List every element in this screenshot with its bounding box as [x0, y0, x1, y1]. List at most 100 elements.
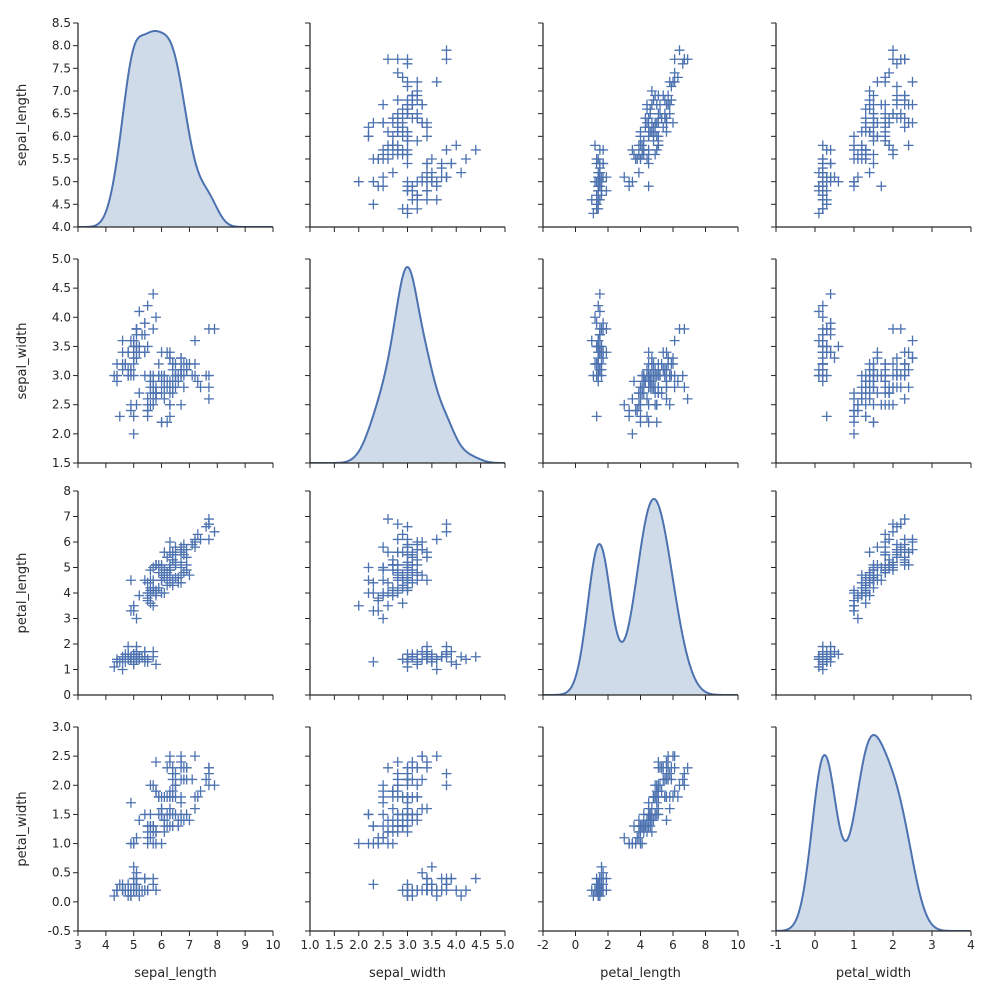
scatter-point: [856, 370, 867, 381]
scatter-point: [594, 364, 605, 375]
panel-petal_length-vs-sepal_width: [305, 490, 506, 700]
y-tick-label: 4.5: [52, 197, 71, 211]
scatter-point: [412, 554, 423, 565]
scatter-point: [131, 832, 142, 843]
scatter-point: [899, 54, 910, 65]
scatter-point: [655, 108, 665, 119]
scatter-point: [650, 149, 661, 160]
panel-petal_width-vs-petal_length: -2 0 2 4 6 8 10: [537, 726, 746, 952]
x-axis-label: sepal_width: [369, 966, 446, 981]
scatter-point: [402, 54, 413, 65]
scatter-point: [417, 885, 428, 896]
scatter-point: [417, 544, 428, 555]
scatter-point: [594, 329, 605, 340]
scatter-point: [821, 144, 832, 155]
scatter-point: [679, 54, 690, 65]
scatter-point: [128, 654, 139, 665]
scatter-point: [669, 370, 680, 381]
scatter-point: [849, 605, 859, 616]
kde-fill-petal_width: [776, 735, 971, 931]
scatter-point: [451, 659, 462, 670]
scatter-point: [653, 809, 664, 820]
x-tick-label: 8: [702, 938, 710, 952]
x-tick-label: 4.0: [447, 938, 466, 952]
scatter-point: [813, 335, 824, 346]
scatter-point: [651, 786, 662, 797]
scatter-point: [637, 144, 648, 155]
panel-plot-area: [776, 733, 971, 931]
scatter-point: [619, 399, 630, 410]
scatter-point: [184, 570, 195, 581]
y-tick-label: 1.5: [52, 807, 71, 821]
y-tick-label: 7: [63, 510, 71, 524]
scatter-point: [849, 411, 859, 422]
scatter-point: [829, 353, 840, 364]
scatter-point: [593, 300, 604, 311]
panel-sepal_length-vs-sepal_width: [305, 22, 506, 232]
scatter-point: [431, 891, 442, 902]
scatter-point: [368, 117, 379, 128]
scatter-point: [164, 547, 175, 558]
scatter-point: [872, 542, 883, 553]
scatter-point: [461, 885, 471, 896]
scatter-point: [899, 99, 910, 110]
scatter-point: [593, 176, 604, 187]
scatter-point: [640, 113, 651, 124]
scatter-point: [593, 194, 604, 205]
scatter-point: [591, 154, 602, 164]
scatter-point: [422, 575, 432, 586]
scatter-point: [646, 353, 657, 364]
scatter-point: [407, 809, 418, 820]
scatter-point: [131, 347, 142, 358]
scatter-point: [131, 873, 142, 884]
scatter-point: [142, 393, 153, 404]
scatter-point: [872, 347, 883, 358]
scatter-point: [164, 399, 175, 410]
scatter-point: [137, 885, 148, 896]
scatter-point: [417, 751, 428, 762]
scatter-point: [451, 140, 462, 151]
scatter-point: [422, 131, 432, 142]
y-tick-label: 2: [63, 637, 71, 651]
scatter-point: [895, 382, 906, 393]
scatter-point: [441, 526, 452, 537]
scatter-point: [907, 335, 918, 346]
scatter-point: [117, 885, 128, 896]
scatter-point: [151, 659, 161, 670]
scatter-point: [176, 751, 187, 762]
scatter-point: [392, 585, 403, 596]
scatter-point: [849, 131, 859, 142]
scatter-point: [392, 547, 403, 558]
scatter-point: [868, 382, 879, 393]
x-tick-label: 1.5: [325, 938, 344, 952]
scatter-point: [109, 661, 120, 672]
x-tick-label: 1: [850, 938, 858, 952]
scatter-point: [125, 335, 136, 346]
scatter-point: [817, 194, 828, 205]
scatter-point: [593, 335, 604, 346]
scatter-point: [888, 149, 898, 160]
scatter-point: [402, 654, 413, 665]
scatter-point: [178, 358, 189, 369]
scatter-point: [672, 376, 683, 387]
scatter-point: [402, 559, 413, 570]
scatter-point: [635, 393, 646, 404]
panel-plot-area: [109, 288, 220, 439]
scatter-point: [392, 821, 403, 832]
scatter-point: [178, 539, 189, 550]
scatter-point: [470, 144, 481, 155]
scatter-point: [402, 521, 413, 532]
y-axis-label: sepal_width: [15, 323, 30, 400]
scatter-point: [888, 557, 898, 568]
scatter-point: [402, 780, 413, 791]
scatter-point: [441, 873, 452, 884]
scatter-point: [441, 649, 452, 660]
scatter-point: [181, 559, 192, 570]
scatter-point: [864, 126, 875, 137]
scatter-point: [825, 641, 836, 652]
scatter-point: [407, 113, 418, 124]
scatter-point: [167, 791, 178, 802]
scatter-point: [422, 873, 432, 884]
scatter-point: [392, 149, 403, 160]
scatter-point: [363, 809, 374, 820]
